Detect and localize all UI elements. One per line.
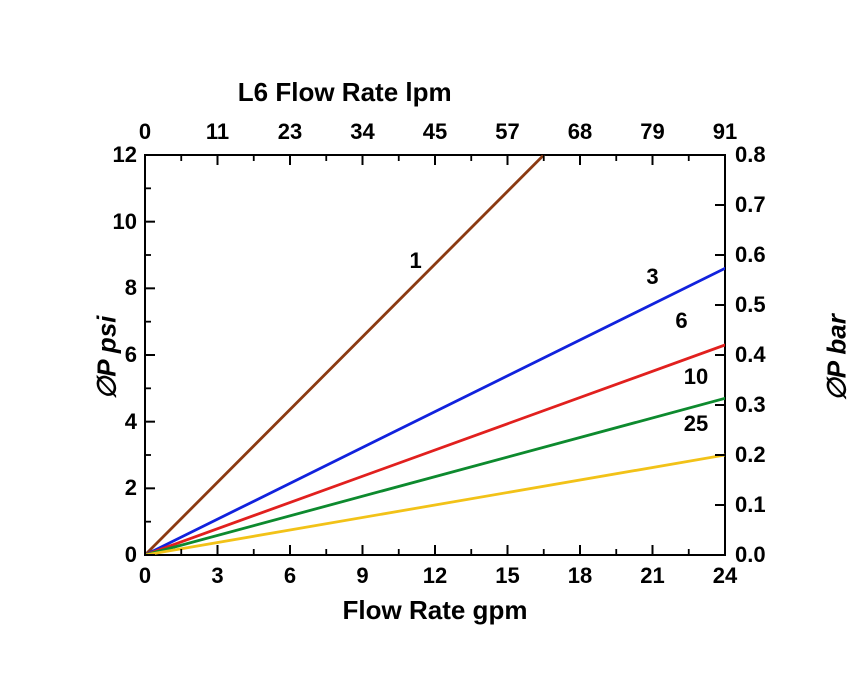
tick-label-right: 0.3	[735, 392, 785, 418]
tick-label-left: 2	[93, 475, 137, 501]
series-line-10	[145, 398, 725, 555]
tick-label-top: 45	[410, 119, 460, 145]
plot-frame	[145, 155, 725, 555]
tick-label-top: 11	[193, 119, 243, 145]
tick-label-right: 0.2	[735, 442, 785, 468]
tick-label-right: 0.8	[735, 142, 785, 168]
series-label-1: 1	[396, 248, 436, 274]
tick-label-right: 0.1	[735, 492, 785, 518]
series-line-6	[145, 345, 725, 555]
top-axis-title-text: Flow Rate lpm	[275, 77, 451, 107]
tick-label-left: 0	[93, 542, 137, 568]
tick-label-right: 0.7	[735, 192, 785, 218]
tick-label-bottom: 21	[628, 563, 678, 589]
series-line-1	[145, 155, 544, 555]
tick-label-bottom: 9	[338, 563, 388, 589]
series-label-6: 6	[662, 308, 702, 334]
tick-label-right: 0.5	[735, 292, 785, 318]
tick-label-bottom: 12	[410, 563, 460, 589]
top-axis-title: L6 Flow Rate lpm	[238, 77, 452, 108]
series-line-3	[145, 268, 725, 555]
bottom-axis-label: Flow Rate gpm	[325, 595, 545, 626]
tick-label-top: 57	[483, 119, 533, 145]
series-line-25	[145, 455, 725, 555]
tick-label-top: 68	[555, 119, 605, 145]
series-label-25: 25	[676, 411, 716, 437]
tick-label-bottom: 3	[193, 563, 243, 589]
right-axis-label-text: ∅P bar	[822, 314, 848, 401]
tick-label-right: 0.0	[735, 542, 785, 568]
tick-label-bottom: 15	[483, 563, 533, 589]
tick-label-top: 23	[265, 119, 315, 145]
tick-label-top: 34	[338, 119, 388, 145]
tick-label-left: 10	[93, 209, 137, 235]
tick-label-bottom: 18	[555, 563, 605, 589]
series-label-10: 10	[676, 364, 716, 390]
left-axis-label: ∅P psi	[92, 278, 123, 438]
tick-label-bottom: 6	[265, 563, 315, 589]
right-axis-label: ∅P bar	[822, 278, 848, 438]
top-axis-title-prefix: L6	[238, 77, 268, 107]
tick-label-right: 0.6	[735, 242, 785, 268]
tick-label-left: 12	[93, 142, 137, 168]
tick-label-right: 0.4	[735, 342, 785, 368]
series-label-3: 3	[633, 264, 673, 290]
left-axis-label-text: ∅P psi	[92, 316, 122, 400]
tick-label-top: 79	[628, 119, 678, 145]
